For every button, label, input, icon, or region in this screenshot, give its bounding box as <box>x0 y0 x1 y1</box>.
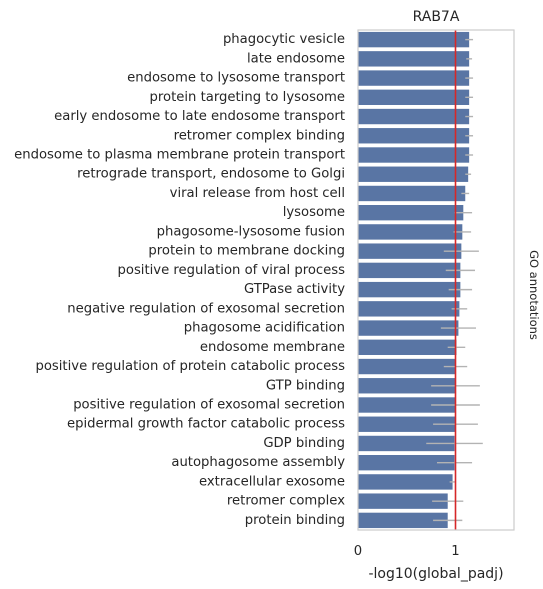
category-label: epidermal growth factor catabolic proces… <box>67 417 345 432</box>
category-label: retromer complex binding <box>174 128 345 143</box>
category-label: GDP binding <box>263 436 345 451</box>
bar <box>358 51 470 67</box>
bar <box>358 474 453 490</box>
category-label: endosome to plasma membrane protein tran… <box>14 148 345 163</box>
chart-title: RAB7A <box>413 9 460 25</box>
x-tick-label: 1 <box>451 544 459 559</box>
bar <box>358 89 470 105</box>
bar <box>358 281 461 298</box>
category-label: retrograde transport, endosome to Golgi <box>77 167 345 182</box>
bar <box>358 301 460 317</box>
category-label: viral release from host cell <box>170 186 345 201</box>
category-label: endosome membrane <box>200 340 345 355</box>
category-label: protein to membrane docking <box>148 244 345 259</box>
category-label: positive regulation of viral process <box>118 263 346 278</box>
bar <box>358 147 470 163</box>
bar <box>358 320 459 336</box>
bar <box>358 358 456 375</box>
bar <box>358 435 455 452</box>
category-label: autophagosome assembly <box>171 455 345 470</box>
bar <box>358 224 463 240</box>
category-label: phagosome-lysosome fusion <box>157 224 345 239</box>
bar <box>358 166 469 182</box>
bar <box>358 493 448 509</box>
bars-layer <box>358 31 470 529</box>
error-bars-layer <box>426 38 483 522</box>
bar <box>358 378 456 394</box>
bar <box>358 339 457 355</box>
category-label: phagocytic vesicle <box>223 32 345 47</box>
bar <box>358 70 470 86</box>
bar <box>358 243 462 259</box>
bar <box>358 108 470 125</box>
bar <box>358 128 470 144</box>
category-label: protein binding <box>245 513 345 528</box>
category-label: late endosome <box>247 51 345 66</box>
category-label: protein targeting to lysosome <box>150 90 346 105</box>
bar <box>358 185 466 202</box>
bar <box>358 397 456 413</box>
category-label: GTPase activity <box>244 282 345 297</box>
plot-frame <box>357 29 515 531</box>
category-label: early endosome to late endosome transpor… <box>54 109 345 124</box>
bar <box>358 31 470 48</box>
bar <box>358 205 464 221</box>
category-label: negative regulation of exosomal secretio… <box>67 301 345 316</box>
category-label: positive regulation of exosomal secretio… <box>73 398 345 413</box>
category-label: phagosome acidification <box>184 321 345 336</box>
side-annotation-label: GO annotations <box>527 250 541 340</box>
category-label: GTP binding <box>266 378 345 393</box>
category-label: extracellular exosome <box>199 474 345 489</box>
category-label: retromer complex <box>227 494 345 509</box>
bar <box>358 512 448 529</box>
x-tick-label: 0 <box>354 544 362 559</box>
category-label: positive regulation of protein catabolic… <box>35 359 345 374</box>
category-label: lysosome <box>283 205 345 220</box>
bar <box>358 455 455 471</box>
x-axis-title: -log10(global_padj) <box>368 566 503 582</box>
bar <box>358 262 461 279</box>
category-labels-layer: phagocytic vesicle late endosome endosome … <box>14 32 345 528</box>
category-label: endosome to lysosome transport <box>127 71 345 86</box>
bar <box>358 416 456 432</box>
